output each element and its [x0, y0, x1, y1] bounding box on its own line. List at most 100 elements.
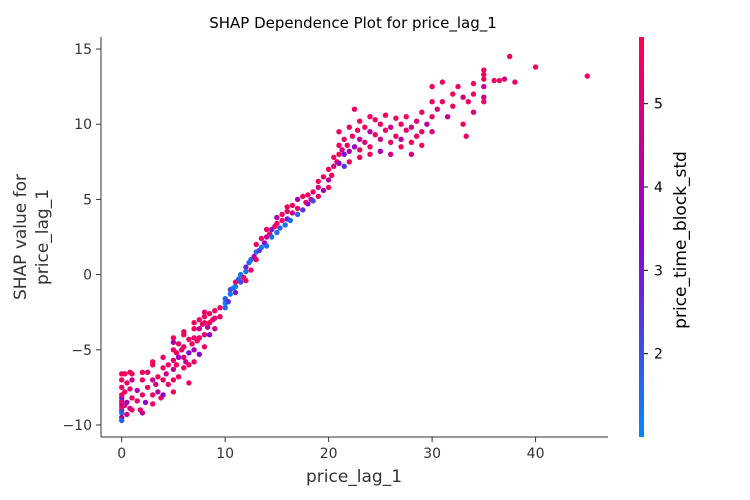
- data-point-175: [336, 129, 342, 135]
- data-point-62: [175, 374, 182, 380]
- data-point-54: [170, 366, 177, 372]
- data-point-75: [191, 326, 197, 332]
- data-point-70: [186, 336, 192, 342]
- data-point-218: [413, 133, 420, 139]
- data-point-34: [144, 369, 151, 375]
- data-point-165: [325, 184, 332, 191]
- colorbar-tick-label-0: 2: [654, 347, 663, 363]
- data-point-67: [181, 365, 187, 371]
- data-point-198: [372, 132, 378, 138]
- data-point-250: [501, 76, 508, 82]
- data-point-26: [134, 387, 140, 394]
- data-point-140: [279, 217, 285, 224]
- data-point-164: [320, 174, 327, 180]
- data-point-191: [357, 154, 363, 160]
- data-point-238: [463, 133, 469, 139]
- data-point-244: [481, 83, 487, 90]
- data-point-99: [217, 305, 223, 311]
- data-point-189: [357, 136, 363, 142]
- data-point-223: [424, 121, 430, 127]
- data-point-33: [144, 384, 151, 391]
- data-point-65: [181, 344, 187, 350]
- data-point-177: [341, 151, 347, 157]
- data-point-193: [362, 124, 368, 130]
- data-point-168: [329, 172, 335, 178]
- data-point-142: [282, 222, 288, 228]
- data-point-200: [377, 136, 384, 142]
- data-point-50: [165, 362, 171, 368]
- data-point-237: [465, 99, 471, 105]
- data-point-131: [263, 226, 270, 233]
- x-axis-label: price_lag_1: [306, 467, 402, 487]
- data-point-207: [388, 151, 394, 157]
- x-tick-label-4: 40: [527, 446, 545, 462]
- data-point-201: [377, 121, 384, 127]
- data-point-23: [129, 407, 135, 413]
- data-point-210: [398, 136, 404, 142]
- data-point-172: [336, 151, 342, 157]
- data-point-190: [357, 118, 363, 124]
- data-point-51: [170, 335, 177, 341]
- data-point-153: [300, 193, 306, 200]
- data-point-11: [119, 417, 125, 424]
- data-point-180: [344, 142, 350, 148]
- data-point-89: [201, 344, 208, 350]
- data-point-208: [393, 133, 399, 139]
- data-point-225: [429, 99, 435, 105]
- data-point-228: [434, 106, 440, 112]
- data-point-176: [339, 147, 345, 153]
- data-point-231: [444, 114, 451, 120]
- data-point-203: [382, 127, 389, 133]
- chart-title: SHAP Dependence Plot for price_lag_1: [209, 14, 497, 33]
- data-point-170: [331, 154, 337, 160]
- data-point-115: [243, 268, 249, 275]
- data-point-169: [331, 163, 337, 169]
- data-point-47: [160, 392, 166, 398]
- data-point-14: [122, 371, 128, 377]
- x-tick-label-2: 20: [320, 446, 338, 462]
- data-point-100: [217, 314, 223, 320]
- data-point-150: [294, 205, 301, 212]
- data-point-126: [258, 244, 265, 251]
- data-point-179: [341, 163, 347, 169]
- data-point-61: [175, 354, 182, 360]
- data-point-246: [481, 99, 487, 105]
- data-point-81: [196, 317, 202, 323]
- data-point-158: [310, 189, 316, 195]
- data-point-139: [277, 225, 283, 231]
- data-point-181: [346, 124, 352, 130]
- data-point-183: [346, 159, 352, 165]
- data-point-145: [284, 204, 290, 210]
- data-point-98: [212, 326, 218, 332]
- data-point-206: [388, 124, 394, 130]
- data-point-31: [139, 410, 146, 416]
- data-point-239: [470, 91, 477, 97]
- data-point-241: [470, 109, 477, 115]
- points-layer: [119, 53, 590, 424]
- data-point-105: [227, 291, 233, 297]
- data-point-212: [398, 144, 404, 150]
- data-point-156: [305, 192, 311, 198]
- data-point-199: [372, 117, 378, 123]
- y-tick-label-3: 5: [83, 192, 92, 208]
- data-point-247: [481, 71, 487, 78]
- data-point-215: [408, 139, 415, 145]
- x-tick-label-0: 0: [117, 446, 126, 462]
- data-point-88: [201, 332, 208, 338]
- y-tick-label-0: −10: [62, 418, 92, 434]
- data-point-160: [315, 193, 321, 200]
- colorbar-tick-label-3: 5: [654, 97, 663, 113]
- data-point-87: [201, 320, 208, 326]
- data-point-141: [279, 211, 285, 218]
- data-point-24: [129, 371, 135, 377]
- data-point-242: [481, 67, 487, 73]
- data-point-116: [243, 264, 249, 270]
- data-point-249: [496, 77, 503, 84]
- data-point-227: [429, 129, 435, 135]
- data-point-149: [294, 211, 301, 218]
- data-point-42: [155, 374, 161, 380]
- data-point-254: [584, 73, 590, 79]
- data-point-72: [186, 362, 192, 368]
- data-point-45: [160, 365, 166, 371]
